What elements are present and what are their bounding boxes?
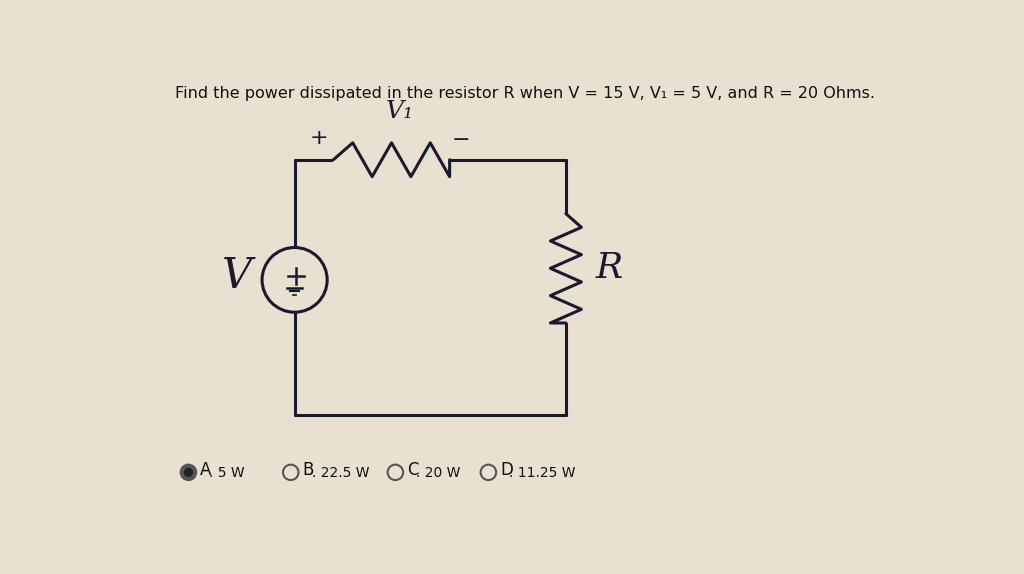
Text: D: D bbox=[500, 461, 513, 479]
Text: Find the power dissipated in the resistor R when V = 15 V, V₁ = 5 V, and R = 20 : Find the power dissipated in the resisto… bbox=[175, 86, 874, 101]
Text: +: + bbox=[310, 128, 329, 148]
Text: . 5 W: . 5 W bbox=[209, 466, 245, 480]
Circle shape bbox=[180, 465, 197, 480]
Text: A: A bbox=[200, 461, 211, 479]
Text: C: C bbox=[407, 461, 419, 479]
Polygon shape bbox=[334, 139, 450, 181]
Text: V₁: V₁ bbox=[385, 100, 414, 123]
Text: . 22.5 W: . 22.5 W bbox=[311, 466, 370, 480]
Circle shape bbox=[184, 468, 193, 476]
Text: . 11.25 W: . 11.25 W bbox=[509, 466, 575, 480]
Text: . 20 W: . 20 W bbox=[417, 466, 461, 480]
Polygon shape bbox=[262, 247, 328, 312]
Text: V: V bbox=[221, 255, 252, 297]
Text: −: − bbox=[452, 130, 471, 150]
Polygon shape bbox=[547, 214, 586, 323]
Text: R: R bbox=[595, 251, 623, 285]
Text: B: B bbox=[302, 461, 313, 479]
